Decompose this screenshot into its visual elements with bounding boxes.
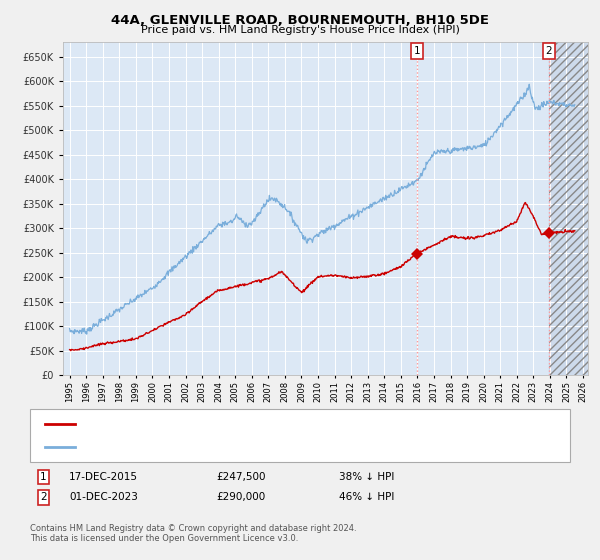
Bar (548, 42, 588, 375)
Text: 44A, GLENVILLE ROAD, BOURNEMOUTH, BH10 5DE (detached house): 44A, GLENVILLE ROAD, BOURNEMOUTH, BH10 5… (81, 419, 409, 428)
Text: HPI: Average price, detached house, Bournemouth Christchurch and Poole: HPI: Average price, detached house, Bour… (81, 442, 434, 451)
Text: £290,000: £290,000 (216, 492, 265, 502)
Text: Price paid vs. HM Land Registry's House Price Index (HPI): Price paid vs. HM Land Registry's House … (140, 25, 460, 35)
Text: 46% ↓ HPI: 46% ↓ HPI (339, 492, 394, 502)
Text: £247,500: £247,500 (216, 472, 265, 482)
Text: 2: 2 (545, 46, 552, 56)
Text: 1: 1 (413, 46, 420, 56)
Text: 01-DEC-2023: 01-DEC-2023 (69, 492, 138, 502)
Bar (548, 42, 588, 375)
Text: 1: 1 (40, 472, 47, 482)
Text: 2: 2 (40, 492, 47, 502)
Text: 38% ↓ HPI: 38% ↓ HPI (339, 472, 394, 482)
Text: Contains HM Land Registry data © Crown copyright and database right 2024.
This d: Contains HM Land Registry data © Crown c… (30, 524, 356, 543)
Text: 44A, GLENVILLE ROAD, BOURNEMOUTH, BH10 5DE: 44A, GLENVILLE ROAD, BOURNEMOUTH, BH10 5… (111, 14, 489, 27)
Text: 17-DEC-2015: 17-DEC-2015 (69, 472, 138, 482)
